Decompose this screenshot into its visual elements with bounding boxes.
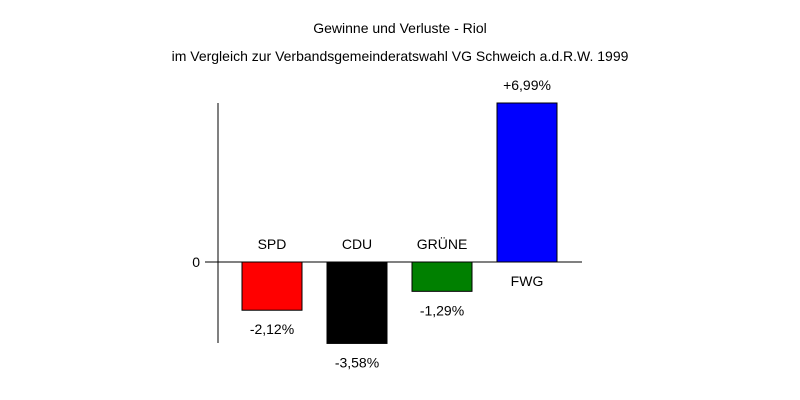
value-label: +6,99% xyxy=(503,77,551,93)
bar-cdu xyxy=(326,261,388,344)
category-label: GRÜNE xyxy=(417,235,468,252)
chart-title: Gewinne und Verluste - Riol xyxy=(313,20,487,36)
category-label: FWG xyxy=(511,273,544,289)
value-label: -2,12% xyxy=(250,321,294,337)
bar-grüne xyxy=(411,261,473,292)
category-label: CDU xyxy=(342,236,372,252)
chart-subtitle: im Vergleich zur Verbandsgemeinderatswah… xyxy=(171,48,629,64)
bar-spd xyxy=(241,261,303,311)
bar-fwg xyxy=(496,102,558,263)
y-tick-label: 0 xyxy=(192,254,200,270)
value-label: -3,58% xyxy=(335,354,379,370)
category-label: SPD xyxy=(258,236,287,252)
value-label: -1,29% xyxy=(420,302,464,318)
